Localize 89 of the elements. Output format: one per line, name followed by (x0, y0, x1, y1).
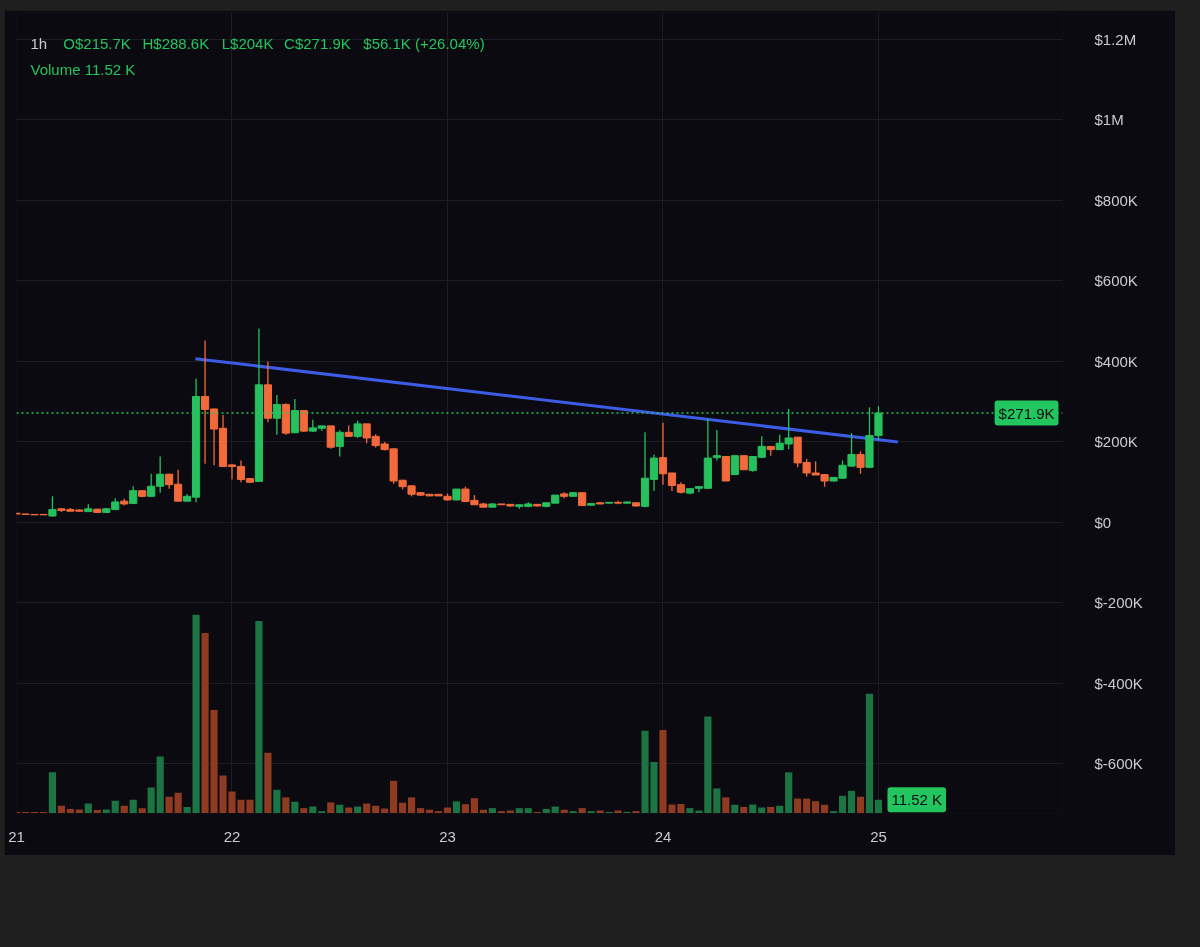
bar (309, 806, 317, 813)
bar (407, 797, 416, 813)
bar (838, 795, 847, 813)
bar (488, 808, 496, 813)
bar (461, 804, 470, 813)
annotation: L$204K (221, 35, 274, 52)
bar (165, 796, 173, 813)
bar (147, 787, 155, 813)
bar (156, 756, 164, 813)
bar (282, 797, 290, 813)
bar (794, 798, 802, 813)
bar (758, 807, 766, 813)
bar (821, 804, 829, 813)
bar (578, 808, 586, 813)
bar (111, 800, 119, 813)
bar (273, 789, 281, 813)
bar (390, 780, 398, 813)
bar (443, 807, 452, 813)
x-tick-label: 21 (8, 827, 25, 845)
bar (93, 810, 101, 813)
candlestick (326, 425, 335, 450)
annotation: $56.1K (+26.04%) (363, 35, 485, 52)
bar (363, 803, 371, 813)
bar (713, 788, 721, 813)
x-tick-label: 23 (439, 827, 456, 845)
bar (749, 804, 757, 813)
bar (300, 808, 308, 813)
y-tick-label: $-400K (1094, 674, 1143, 692)
bar (731, 804, 739, 813)
y-tick-label: $600K (1094, 272, 1138, 290)
bar (138, 808, 146, 813)
bar (264, 752, 272, 813)
bar (704, 716, 712, 813)
y-tick-label: $400K (1094, 352, 1138, 370)
bar (524, 808, 532, 813)
bar (399, 802, 407, 813)
bar (470, 798, 479, 813)
bar (84, 803, 92, 813)
annotation: H$288.6K (142, 35, 210, 52)
x-tick-label: 24 (654, 827, 672, 845)
annotation: 11.52 K (891, 791, 943, 809)
bar (812, 801, 820, 813)
bar (767, 806, 775, 813)
bar (120, 805, 128, 813)
y-tick-label: $200K (1094, 433, 1138, 451)
annotation: C$271.9K (284, 35, 351, 52)
bar (452, 801, 461, 813)
bar (129, 799, 137, 813)
candlestick (48, 495, 57, 518)
bar (291, 801, 299, 813)
x-tick-label: 25 (870, 827, 887, 845)
bar (722, 797, 730, 813)
bar (416, 808, 425, 813)
text: 1h (30, 35, 48, 52)
candlestick (335, 429, 344, 458)
bar (57, 805, 65, 813)
bar (345, 807, 353, 813)
bar (327, 802, 335, 813)
bar (336, 804, 344, 813)
bar (48, 772, 57, 813)
bar (847, 790, 856, 813)
bar (776, 805, 784, 813)
y-tick-label: $0 (1094, 513, 1112, 531)
bar (66, 808, 74, 813)
y-tick-label: $1.2M (1094, 30, 1137, 48)
bar (803, 798, 811, 813)
y-tick-label: $800K (1094, 191, 1138, 209)
bar (740, 806, 748, 813)
bar (551, 806, 559, 813)
bar (856, 796, 865, 813)
x-tick-label: 22 (223, 827, 241, 845)
candlestick (856, 450, 865, 475)
bar (354, 806, 362, 813)
bar (865, 693, 874, 813)
annotation: O$215.7K (63, 35, 131, 52)
bar (874, 799, 883, 813)
bar (785, 772, 793, 813)
bar (372, 805, 380, 813)
bar (515, 808, 523, 813)
bar (686, 808, 694, 813)
ref-line-label: $271.9K (998, 404, 1055, 422)
bar (174, 792, 182, 813)
y-tick-label: $-200K (1094, 594, 1143, 612)
bar (255, 621, 263, 813)
y-tick-label: $1M (1094, 111, 1124, 129)
y-tick-label: $-600K (1094, 755, 1143, 773)
candlestick (730, 455, 739, 476)
bar (542, 808, 550, 813)
annotation: Volume 11.52 K (30, 61, 136, 78)
